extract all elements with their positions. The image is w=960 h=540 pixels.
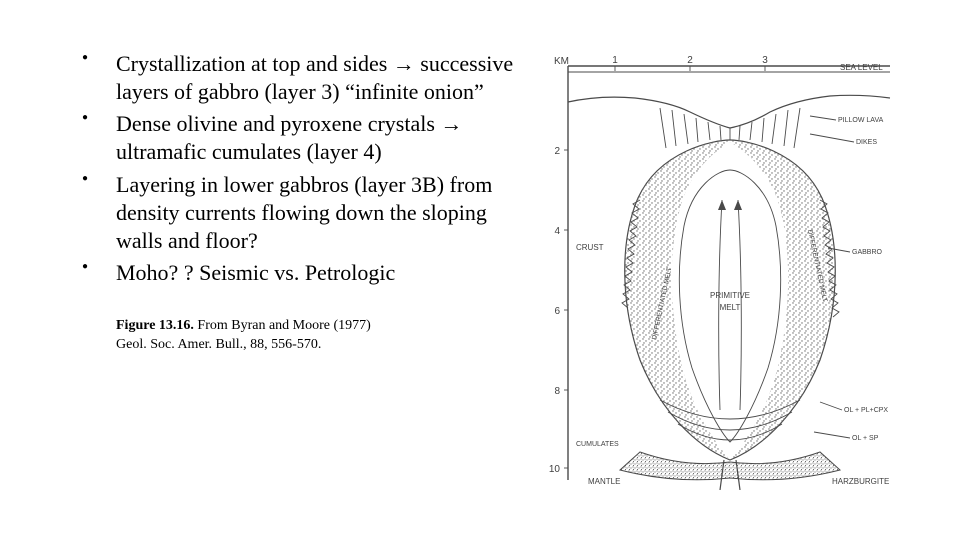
bullet-text: Dense olivine and pyroxene crystals → ul…	[116, 111, 462, 164]
x-tick-2: 2	[687, 55, 693, 66]
bullet-text: Layering in lower gabbros (layer 3B) fro…	[116, 172, 492, 253]
diagram-svg: KM 1 2 3 SEA LEVEL 2 4 6 8	[540, 50, 900, 490]
label-primitive-2: MELT	[720, 303, 741, 312]
y-tick-2: 2	[554, 146, 560, 157]
y-tick-6: 6	[554, 306, 560, 317]
x-tick-1: 1	[612, 55, 618, 66]
bullet-text: Moho? ? Seismic vs. Petrologic	[116, 260, 395, 285]
bullet-item: Dense olivine and pyroxene crystals → ul…	[116, 110, 532, 166]
figure-caption: Figure 13.16. From Byran and Moore (1977…	[116, 317, 532, 355]
bullet-item: Crystallization at top and sides → succe…	[116, 50, 532, 106]
caption-bold: Figure 13.16.	[116, 318, 194, 333]
text-column: Crystallization at top and sides → succe…	[0, 0, 540, 540]
stipple-right	[730, 140, 835, 460]
label-pillow-lava: PILLOW LAVA	[838, 117, 884, 124]
x-tick-3: 3	[762, 55, 768, 66]
label-gabbro: GABBRO	[852, 249, 883, 256]
label-olsp: OL + SP	[852, 435, 879, 442]
label-harzburgite: HARZBURGITE	[832, 477, 889, 486]
label-crust: CRUST	[576, 243, 604, 252]
sea-level-label: SEA LEVEL	[840, 63, 883, 72]
bullet-item: Moho? ? Seismic vs. Petrologic	[116, 259, 532, 287]
figure-column: KM 1 2 3 SEA LEVEL 2 4 6 8	[540, 0, 960, 540]
label-mantle: MANTLE	[588, 477, 620, 486]
bullet-text: Crystallization at top and sides → succe…	[116, 51, 513, 104]
stipple-left	[625, 140, 730, 460]
y-tick-10: 10	[549, 464, 561, 475]
y-tick-8: 8	[554, 386, 560, 397]
bullet-item: Layering in lower gabbros (layer 3B) fro…	[116, 171, 532, 255]
y-tick-4: 4	[554, 226, 560, 237]
cumulate-wedge	[620, 452, 840, 480]
label-cumulates: CUMULATES	[576, 441, 619, 448]
label-olplcpx: OL + PL+CPX	[844, 407, 888, 414]
bullet-list: Crystallization at top and sides → succe…	[116, 50, 532, 287]
label-primitive-1: PRIMITIVE	[710, 291, 750, 300]
cross-section-figure: KM 1 2 3 SEA LEVEL 2 4 6 8	[540, 50, 900, 490]
slide-root: Crystallization at top and sides → succe…	[0, 0, 960, 540]
axis-label-km: KM	[554, 56, 569, 67]
label-dikes: DIKES	[856, 139, 877, 146]
